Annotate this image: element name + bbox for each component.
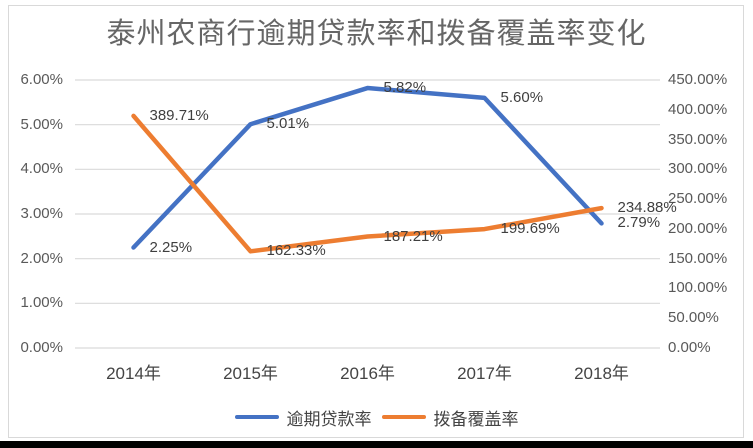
legend: 逾期贷款率 拨备覆盖率 xyxy=(0,405,753,429)
legend-line-swatch xyxy=(234,414,279,420)
left-axis-tick: 4.00% xyxy=(20,160,63,178)
legend-line-swatch xyxy=(381,414,426,420)
left-axis-tick: 0.00% xyxy=(20,339,63,356)
left-axis-tick: 1.00% xyxy=(20,294,63,312)
bottom-black-bar xyxy=(0,441,753,448)
right-axis-tick: 450.00% xyxy=(668,71,728,88)
left-axis-tick: 3.00% xyxy=(20,205,63,222)
data-label: 5.60% xyxy=(500,88,544,106)
legend-label: 拨备覆盖率 xyxy=(433,409,519,429)
x-axis-label: 2018年 xyxy=(574,364,629,383)
x-axis-label: 2016年 xyxy=(340,364,395,383)
right-axis-tick: 250.00% xyxy=(668,190,728,208)
left-axis-tick: 5.00% xyxy=(20,115,63,133)
chart-title: 泰州农商行逾期贷款率和拨备覆盖率变化 xyxy=(106,18,647,50)
left-axis-tick: 6.00% xyxy=(20,71,63,88)
x-axis-label: 2015年 xyxy=(223,364,278,383)
data-label: 234.88% xyxy=(617,199,677,217)
right-axis-tick: 50.00% xyxy=(668,309,719,327)
right-axis-tick: 300.00% xyxy=(668,160,728,178)
right-axis-tick: 100.00% xyxy=(668,279,728,297)
legend-item-1: 拨备覆盖率 xyxy=(381,405,519,430)
chart-card xyxy=(8,5,744,438)
left-axis-tick: 2.00% xyxy=(20,249,63,267)
data-label: 162.33% xyxy=(266,242,326,260)
series-line-1 xyxy=(131,113,604,254)
x-axis-label: 2014年 xyxy=(106,364,161,383)
right-axis-tick: 400.00% xyxy=(668,100,728,118)
data-label: 2.79% xyxy=(617,214,661,232)
data-label: 389.71% xyxy=(149,106,209,124)
right-axis-tick: 150.00% xyxy=(668,249,728,267)
data-label: 5.82% xyxy=(383,79,427,97)
right-axis-tick: 0.00% xyxy=(668,339,711,356)
data-label: 199.69% xyxy=(500,220,560,238)
data-label: 2.25% xyxy=(149,238,193,256)
x-axis-label: 2017年 xyxy=(457,364,512,383)
data-label: 5.01% xyxy=(266,115,310,133)
data-label: 187.21% xyxy=(383,227,443,245)
right-axis-tick: 350.00% xyxy=(668,130,728,148)
series-line-0 xyxy=(131,85,604,250)
legend-label: 逾期贷款率 xyxy=(286,409,372,429)
legend-item-0: 逾期贷款率 xyxy=(234,405,372,430)
right-axis-tick: 200.00% xyxy=(668,219,728,237)
